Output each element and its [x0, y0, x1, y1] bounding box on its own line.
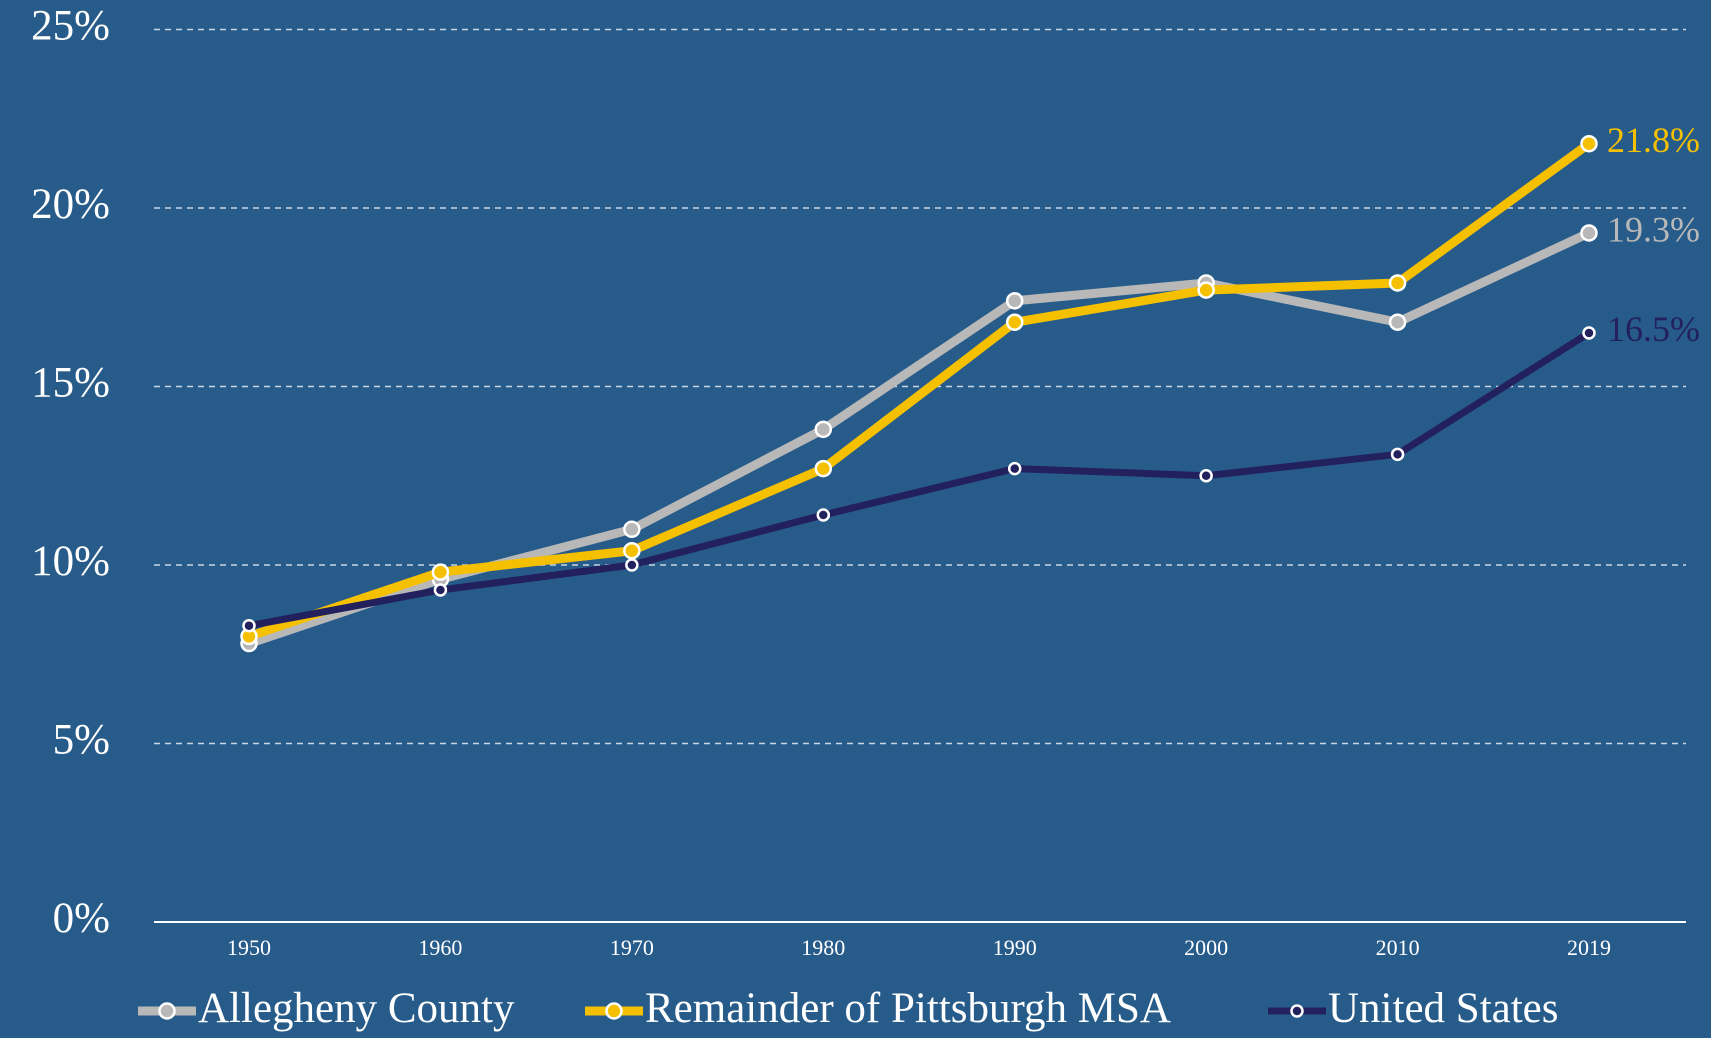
point-marker: [625, 558, 639, 572]
legend-marker: [1290, 1004, 1304, 1018]
point-marker: [623, 520, 641, 539]
point-marker: [1197, 281, 1215, 299]
point-marker: [816, 508, 831, 522]
legend-label: Allegheny County: [198, 985, 515, 1032]
x-tick-label: 1970: [610, 935, 654, 960]
point-marker: [431, 563, 450, 581]
series-line: [248, 329, 1591, 630]
value-label: 16.5%: [1607, 309, 1700, 349]
x-tick-label: 2000: [1184, 935, 1228, 960]
legend-marker: [605, 1002, 623, 1020]
point-marker: [814, 459, 833, 478]
legend-marker: [158, 1002, 176, 1020]
y-tick-label: 0%: [53, 895, 110, 942]
legend-label: Remainder of Pittsburgh MSA: [645, 985, 1171, 1032]
legend-label: United States: [1328, 985, 1559, 1032]
series-line: [247, 140, 1592, 641]
point-marker: [1007, 461, 1022, 476]
point-marker: [1580, 224, 1598, 242]
point-marker: [1005, 313, 1024, 331]
y-tick-label: 25%: [31, 2, 110, 49]
y-tick-label: 15%: [31, 359, 110, 406]
point-marker: [1390, 447, 1405, 462]
point-marker: [1005, 292, 1024, 310]
x-tick-label: 1980: [801, 935, 845, 960]
point-marker: [623, 541, 641, 560]
y-tick-label: 5%: [53, 716, 110, 763]
point-marker: [1582, 326, 1596, 340]
x-tick-label: 1950: [227, 935, 271, 960]
point-marker: [814, 420, 833, 439]
x-tick-label: 2010: [1376, 935, 1420, 960]
point-marker: [242, 618, 256, 633]
x-tick-label: 1990: [993, 935, 1037, 960]
x-tick-label: 1960: [418, 935, 462, 960]
point-marker: [1388, 313, 1407, 331]
x-tick-label: 2019: [1567, 935, 1611, 960]
y-tick-label: 10%: [31, 538, 110, 585]
y-tick-label: 20%: [31, 181, 110, 228]
point-marker: [1199, 469, 1213, 483]
value-label: 21.8%: [1607, 120, 1700, 160]
point-marker: [1580, 134, 1598, 153]
value-label: 19.3%: [1607, 209, 1700, 249]
point-marker: [1388, 274, 1407, 292]
point-marker: [433, 583, 448, 597]
